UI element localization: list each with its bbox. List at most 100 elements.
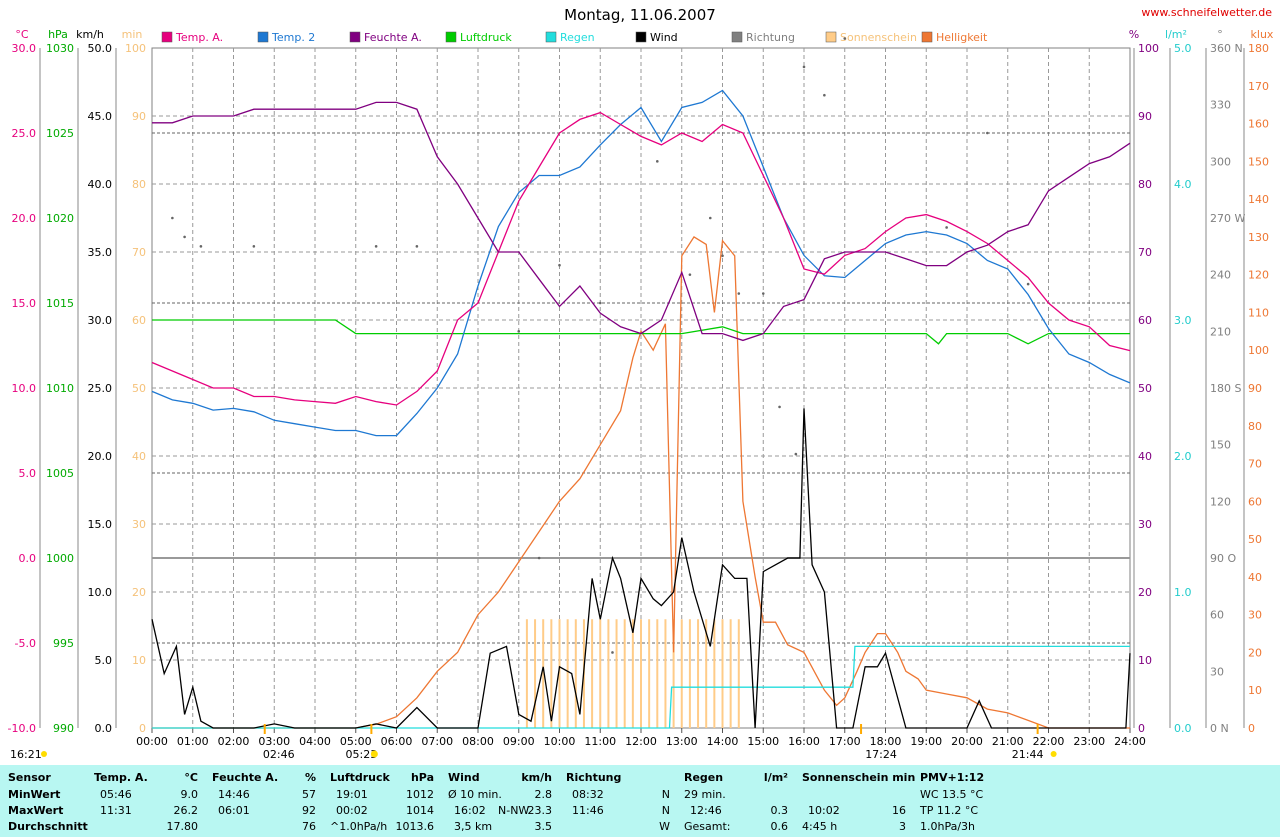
axis-direction-tick: 180 S [1210,382,1241,395]
axis-klux-tick: 140 [1248,193,1269,206]
sun-avg-value: 3 [899,820,906,833]
axis-rain-tick: 0.0 [1174,722,1192,735]
dir-avg-value: W [659,820,670,833]
direction-point [823,93,826,97]
time-label: 05:00 [340,735,372,748]
axis-wind-tick: 40.0 [88,178,113,191]
axis-pressure-tick: 1025 [46,127,74,140]
temp-max-value: 26.2 [173,804,199,817]
sun-max-time: 10:02 [808,804,840,817]
stats-col-pressure: Luftdruck hPa 19:01 1012 00:02 1014 ^1.0… [330,765,440,837]
axis-humidity-tick: 30 [1138,518,1152,531]
time-label: 07:00 [421,735,453,748]
stats-col-sunshine: Sonnenschein min 10:02 16 4:45 h 3 [802,765,915,837]
time-label: 02:00 [218,735,250,748]
stats-col-pmv: PMV+1:12 WC 13.5 °C TP 11.2 °C 1.0hPa/3h [920,765,1040,837]
direction-point [986,131,989,135]
row-label-min: MinWert [8,788,61,801]
direction-point [945,226,948,229]
sun-max-value: 16 [892,804,906,817]
axis-unit: ° [1217,28,1223,41]
hum-max-value: 92 [302,804,316,817]
legend-swatch [349,31,361,43]
axis-wind-tick: 5.0 [95,654,113,667]
press-min-time: 19:01 [336,788,368,801]
axis-temp-tick: -5.0 [15,637,36,650]
rain-total-value: 0.6 [770,820,789,833]
axis-direction-tick: 330 [1210,99,1231,112]
stats-col-wind: Wind km/h Ø 10 min. 2.8 16:02 N-NW 23.3 … [448,765,558,837]
time-label: 23:00 [1073,735,1105,748]
stats-header-pressure: Luftdruck [330,771,390,784]
legend-swatch [635,31,647,43]
axis-direction-tick: 150 [1210,439,1231,452]
pmv-trend: 1.0hPa/3h [920,820,976,833]
axis-temp-tick: 5.0 [19,467,37,480]
axis-sunmin-tick: 0 [139,722,146,735]
axis-direction-tick: 0 N [1210,722,1229,735]
direction-point [199,245,203,248]
axis-humidity-tick: 10 [1138,654,1152,667]
time-label: 13:00 [666,735,698,748]
time-label: 19:00 [910,735,942,748]
wind-max-dir: N-NW [498,804,530,817]
axis-klux-tick: 90 [1248,382,1262,395]
direction-point [708,216,712,220]
time-label: 03:00 [258,735,290,748]
legend-swatch [545,31,557,43]
time-label: 06:00 [381,735,413,748]
axis-klux-tick: 20 [1248,646,1262,659]
stats-col-humidity: Feuchte A. % 14:46 57 06:01 92 76 [212,765,322,837]
axis-pressure-tick: 1000 [46,552,74,565]
stats-col-sensor: Sensor MinWert MaxWert Durchschnitt [8,765,88,837]
sunset-icon [1050,751,1057,757]
axis-sunmin-tick: 40 [132,450,146,463]
axis-unit: min [122,28,143,41]
axis-direction-tick: 60 [1210,609,1224,622]
axis-rain-tick: 4.0 [1174,178,1192,191]
legend-label: Temp. 2 [271,31,315,44]
axis-direction-tick: 240 [1210,269,1231,282]
stats-header-rain: Regen [684,771,724,784]
axis-temp-tick: 10.0 [12,382,37,395]
axis-direction-tick: 360 N [1210,42,1243,55]
axis-klux-tick: 150 [1248,155,1269,168]
direction-point [558,263,561,267]
site-link[interactable]: www.schneifelwetter.de [1141,6,1272,19]
axis-humidity-tick: 90 [1138,110,1152,123]
dir-max-value: N [661,804,670,817]
axis-humidity-tick: 100 [1138,42,1159,55]
time-label: 08:00 [462,735,494,748]
legend-label: Helligkeit [936,31,988,44]
stats-unit-temp: °C [184,771,198,784]
axis-klux-tick: 40 [1248,571,1262,584]
rain-duration: 29 min. [684,788,726,801]
direction-point [517,330,521,333]
axis-direction-tick: 120 [1210,495,1231,508]
axis-wind-tick: 50.0 [88,42,113,55]
direction-point [656,160,659,163]
direction-point [537,556,541,560]
axis-humidity-tick: 0 [1138,722,1145,735]
axis-wind-tick: 0.0 [95,722,113,735]
legend-label: Regen [560,31,595,44]
axis-wind-tick: 35.0 [88,246,113,259]
legend-label: Wind [650,31,678,44]
axis-pressure-tick: 990 [53,722,74,735]
series-regen [152,645,1130,729]
time-label: 15:00 [747,735,779,748]
rain-total-label: Gesamt: [684,820,731,833]
wind-max-time: 16:02 [454,804,486,817]
axis-temp-tick: 30.0 [12,42,37,55]
legend-label: Luftdruck [460,31,512,44]
time-label: 09:00 [503,735,535,748]
axis-unit: hPa [48,28,68,41]
axis-direction-tick: 210 [1210,325,1231,338]
axis-humidity-tick: 50 [1138,382,1152,395]
axis-humidity-tick: 70 [1138,246,1152,259]
press-avg-value: 1013.6 [395,820,435,833]
axis-sunmin-tick: 50 [132,382,146,395]
wind-min-value: 2.8 [534,788,553,801]
axis-direction-tick: 300 [1210,155,1231,168]
stats-col-rain: Regen l/m² 29 min. 12:46 0.3 Gesamt: 0.6 [684,765,794,837]
